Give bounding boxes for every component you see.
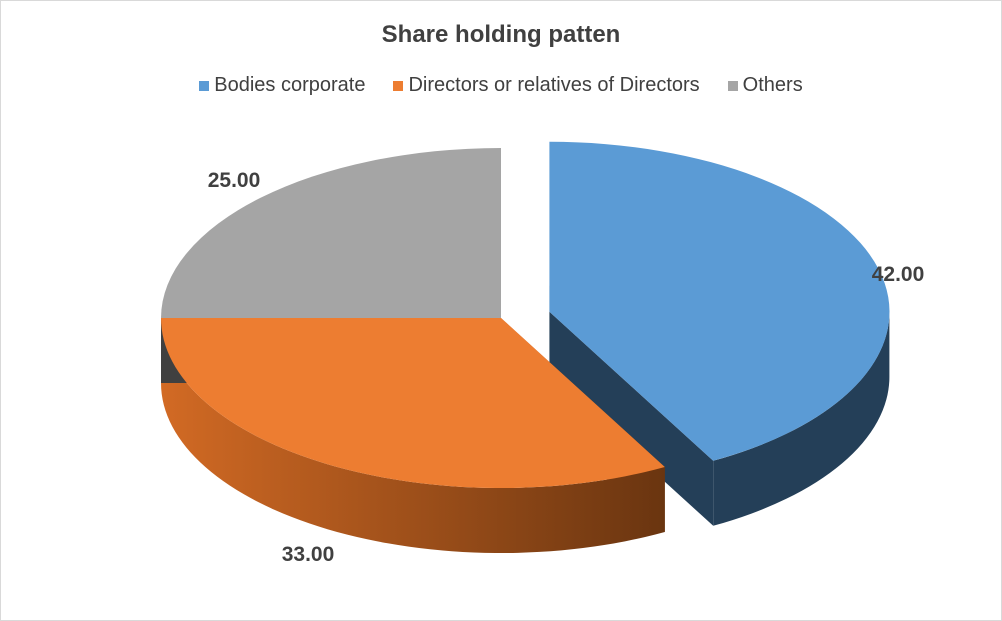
legend-label-others: Others [742,74,803,96]
legend-item-bodies-corporate[interactable]: Bodies corporate [199,74,365,97]
pie-slice-bodies-corporate[interactable] [549,141,890,461]
legend: Bodies corporate Directors or relatives … [1,74,1001,97]
data-label-others: 25.00 [208,169,261,192]
pie-slice-others[interactable] [161,148,501,318]
legend-label-bodies-corporate: Bodies corporate [214,74,366,96]
chart-title: Share holding patten [381,21,621,48]
pie-slice-side-bodies-corporate [549,141,890,526]
legend-swatch-bodies-corporate [199,80,210,91]
pie-slice-directors[interactable] [160,318,665,489]
legend-swatch-directors [393,80,404,91]
legend-item-directors[interactable]: Directors or relatives of Directors [393,74,700,97]
data-label-directors: 33.00 [282,543,335,566]
legend-swatch-others [727,80,738,91]
data-label-bodies-corporate: 42.00 [872,263,925,286]
legend-label-directors: Directors or relatives of Directors [408,74,700,96]
legend-item-others[interactable]: Others [727,74,803,97]
